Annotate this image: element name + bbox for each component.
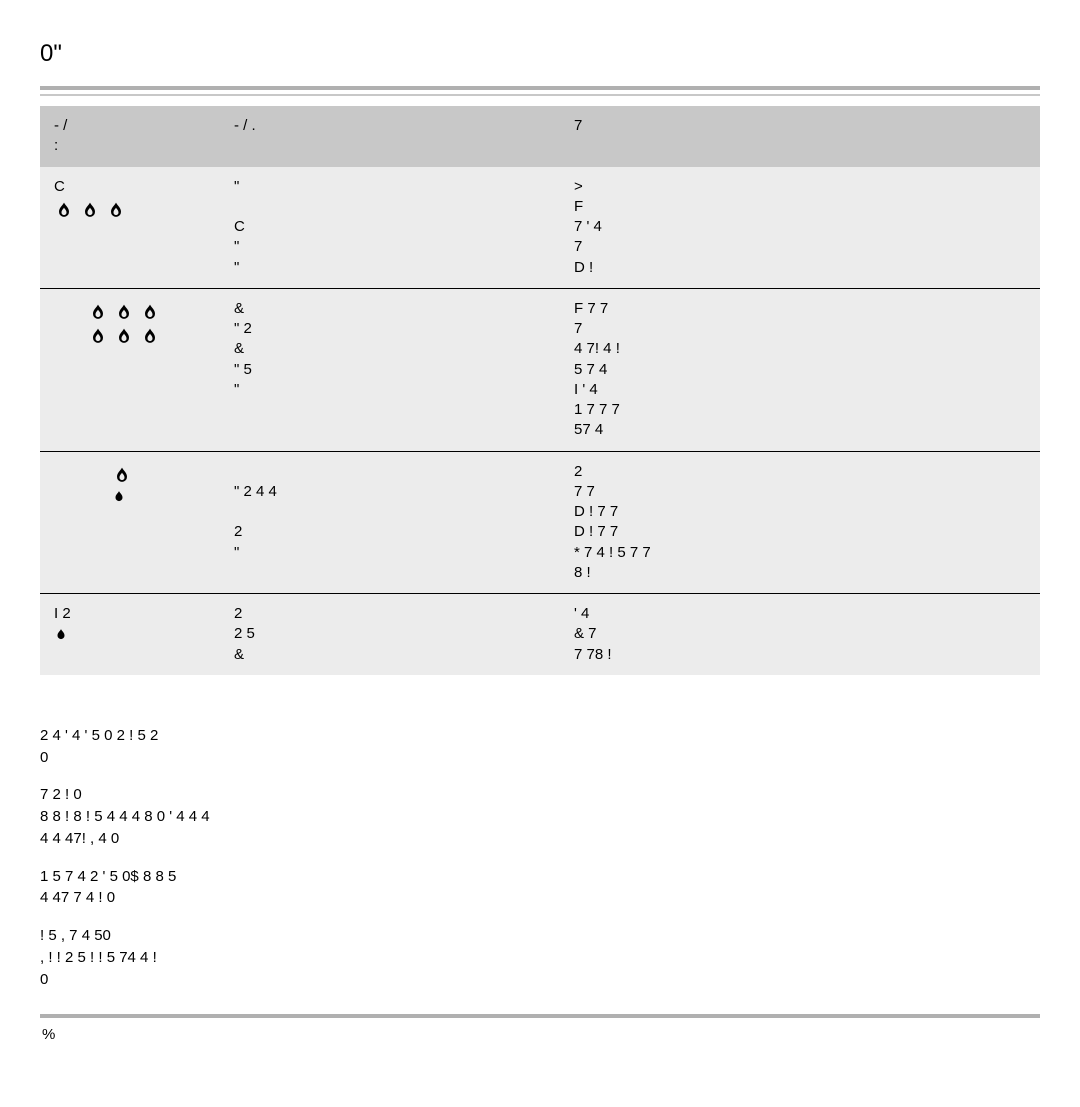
cell-line: 2 5 bbox=[234, 624, 546, 644]
flame-icon bbox=[114, 327, 134, 347]
cell-rating: I 2 bbox=[40, 594, 220, 675]
cell-col2: " C"" bbox=[220, 167, 560, 289]
cell-text: C bbox=[54, 177, 206, 197]
paragraph: 7 2 ! 0 8 8 ! 8 ! 5 4 4 4 8 0 ' 4 4 4 4 … bbox=[40, 784, 1040, 849]
flame-icon bbox=[106, 201, 126, 221]
table-row: I 2 2 2 5& ' 4& 7 7 78 ! bbox=[40, 594, 1040, 675]
cell-line: 1 7 7 7 bbox=[574, 400, 1026, 420]
cell-line: 5 7 4 bbox=[574, 360, 1026, 380]
cell-line: " bbox=[234, 258, 546, 278]
cell-line: & bbox=[234, 645, 546, 665]
page-number: % bbox=[40, 1026, 1040, 1043]
cell-line: 4 7! 4 ! bbox=[574, 339, 1026, 359]
cell-line: I ' 4 bbox=[574, 380, 1026, 400]
cell-line: D ! bbox=[574, 258, 1026, 278]
table-header-cell: - / . bbox=[220, 106, 560, 167]
rule-top-thick bbox=[40, 86, 1040, 90]
cell-line: 2 bbox=[574, 462, 1026, 482]
cell-col3: 2 7 7D ! 7 7D ! 7 7* 7 4 ! 5 7 78 ! bbox=[560, 451, 1040, 594]
cell-line: ' 4 bbox=[574, 604, 1026, 624]
cell-line: D ! 7 7 bbox=[574, 502, 1026, 522]
flame-icon bbox=[88, 303, 108, 323]
flame-icon bbox=[88, 327, 108, 347]
table-row: " 2 4 4 2" 2 7 7D ! 7 7D ! 7 7* 7 4 ! 5 … bbox=[40, 451, 1040, 594]
header-line: - / . bbox=[234, 116, 546, 136]
flame-icon bbox=[80, 201, 100, 221]
table-header-cell: - / : bbox=[40, 106, 220, 167]
flame-icon bbox=[114, 303, 134, 323]
cell-line: 7 7 bbox=[574, 482, 1026, 502]
cell-line bbox=[234, 462, 546, 482]
cell-col3: ' 4& 7 7 78 ! bbox=[560, 594, 1040, 675]
table-header-row: - / : - / . 7 bbox=[40, 106, 1040, 167]
flame-icon bbox=[140, 303, 160, 323]
cell-line: 7 bbox=[574, 237, 1026, 257]
flame-icon bbox=[112, 466, 132, 486]
cell-line: F bbox=[574, 197, 1026, 217]
flame-icon bbox=[54, 201, 74, 221]
icon-row bbox=[54, 490, 206, 504]
cell-line: " bbox=[234, 543, 546, 563]
table-row: C " C"">F 7 ' 4 7D ! bbox=[40, 167, 1040, 289]
flame-icon bbox=[140, 327, 160, 347]
header-line: 7 bbox=[574, 116, 1026, 136]
cell-line bbox=[234, 502, 546, 522]
cell-line: D ! 7 7 bbox=[574, 522, 1026, 542]
section-title: 0" bbox=[40, 40, 1040, 68]
header-line: - / bbox=[54, 116, 206, 136]
icon-row bbox=[54, 201, 206, 221]
cell-line: 2 bbox=[234, 522, 546, 542]
cell-rating: C bbox=[40, 167, 220, 289]
cell-line: 57 4 bbox=[574, 420, 1026, 440]
cell-line: " 5 bbox=[234, 360, 546, 380]
cell-line: 2 bbox=[234, 604, 546, 624]
cell-line: & bbox=[234, 339, 546, 359]
flame-icon bbox=[112, 490, 126, 504]
cell-line: " bbox=[234, 380, 546, 400]
main-table: - / : - / . 7 C " C"">F 7 ' 4 7D ! &" 2&… bbox=[40, 106, 1040, 675]
icon-row bbox=[54, 466, 206, 486]
cell-line: 8 ! bbox=[574, 563, 1026, 583]
cell-col3: F 7 7 7 4 7! 4 ! 5 7 4I ' 41 7 7 7 57 4 bbox=[560, 288, 1040, 451]
flame-icon bbox=[54, 628, 68, 642]
cell-line: F 7 7 bbox=[574, 299, 1026, 319]
cell-rating bbox=[40, 451, 220, 594]
cell-line: " bbox=[234, 237, 546, 257]
rule-top-thin bbox=[40, 94, 1040, 96]
cell-line: 7 ' 4 bbox=[574, 217, 1026, 237]
cell-line: C bbox=[234, 217, 546, 237]
paragraph: 1 5 7 4 2 ' 5 0$ 8 8 5 4 47 7 4 ! 0 bbox=[40, 866, 1040, 910]
icon-row bbox=[54, 628, 206, 642]
table-header-cell: 7 bbox=[560, 106, 1040, 167]
cell-line: 7 78 ! bbox=[574, 645, 1026, 665]
paragraph: 2 4 ' 4 ' 5 0 2 ! 5 2 0 bbox=[40, 725, 1040, 769]
cell-line: * 7 4 ! 5 7 7 bbox=[574, 543, 1026, 563]
cell-line: > bbox=[574, 177, 1026, 197]
cell-col2: &" 2&" 5" bbox=[220, 288, 560, 451]
cell-line: " bbox=[234, 177, 546, 197]
header-line: : bbox=[54, 136, 206, 156]
cell-text: I 2 bbox=[54, 604, 206, 624]
cell-line: " 2 4 4 bbox=[234, 482, 546, 502]
cell-line: & 7 bbox=[574, 624, 1026, 644]
cell-line: " 2 bbox=[234, 319, 546, 339]
cell-line: & bbox=[234, 299, 546, 319]
icon-row bbox=[54, 303, 206, 323]
cell-line: 7 bbox=[574, 319, 1026, 339]
paragraph: ! 5 , 7 4 50 , ! ! 2 5 ! ! 5 74 4 ! 0 bbox=[40, 925, 1040, 990]
cell-col2: " 2 4 4 2" bbox=[220, 451, 560, 594]
cell-col3: >F 7 ' 4 7D ! bbox=[560, 167, 1040, 289]
body-text: 2 4 ' 4 ' 5 0 2 ! 5 2 0 7 2 ! 0 8 8 ! 8 bbox=[40, 725, 1040, 991]
rule-bottom bbox=[40, 1014, 1040, 1018]
cell-col2: 2 2 5& bbox=[220, 594, 560, 675]
cell-line bbox=[234, 197, 546, 217]
icon-row bbox=[54, 327, 206, 347]
table-row: &" 2&" 5"F 7 7 7 4 7! 4 ! 5 7 4I ' 41 7 … bbox=[40, 288, 1040, 451]
cell-rating bbox=[40, 288, 220, 451]
